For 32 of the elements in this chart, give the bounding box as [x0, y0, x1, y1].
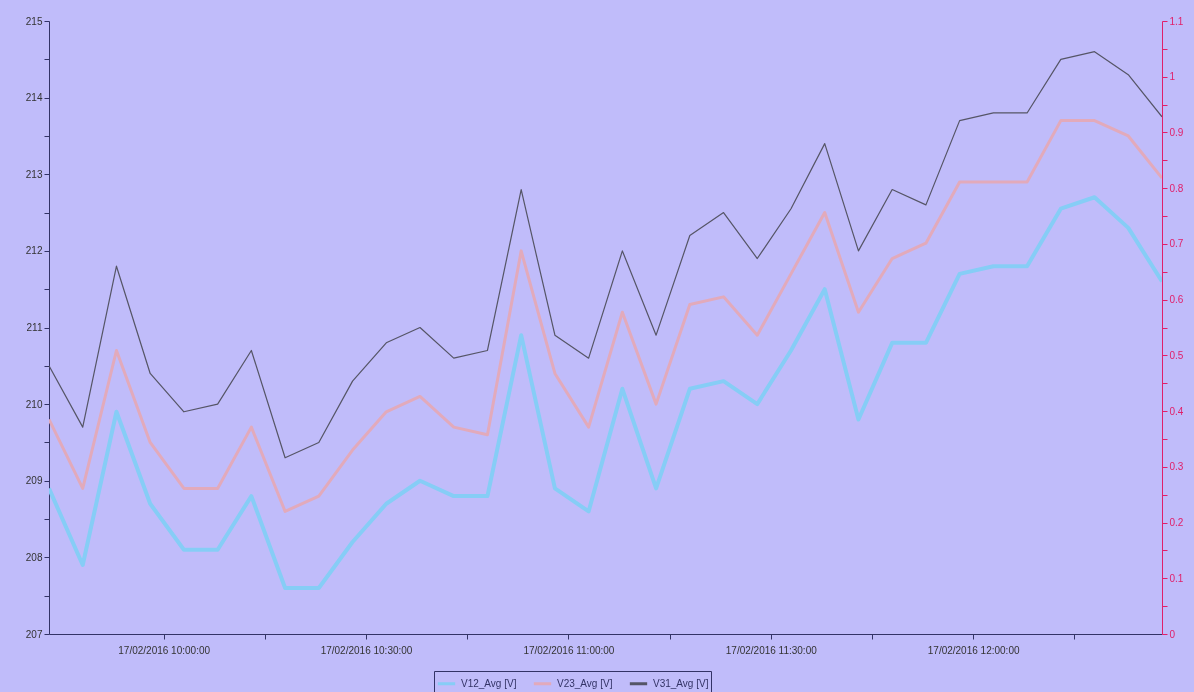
x-tick-label: 17/02/2016 10:30:00	[320, 644, 413, 656]
y2-tick-label: 0.2	[1169, 517, 1184, 529]
y2-tick-label: 0.3	[1169, 461, 1184, 473]
y-tick-label: 209	[25, 475, 43, 487]
y2-tick-label: 0.9	[1169, 126, 1184, 138]
legend-label: V12_Avg [V]	[461, 677, 517, 689]
y2-tick-label: 1.1	[1169, 15, 1184, 27]
y2-tick-label: 0.1	[1169, 572, 1184, 584]
y2-tick-label: 0.4	[1169, 405, 1184, 417]
y2-tick-label: 0.6	[1169, 294, 1184, 306]
y2-tick-label: 1	[1169, 71, 1176, 83]
y2-tick-label: 0.8	[1169, 182, 1184, 194]
y-tick-label: 214	[25, 92, 43, 104]
y-tick-label: 213	[25, 168, 43, 180]
y-tick-label: 210	[25, 398, 43, 410]
x-tick-label: 17/02/2016 10:00:00	[118, 644, 211, 656]
x-tick-label: 17/02/2016 12:00:00	[927, 644, 1020, 656]
x-tick-label: 17/02/2016 11:00:00	[523, 644, 615, 656]
y2-tick-label: 0	[1169, 628, 1176, 640]
y-tick-label: 211	[26, 322, 43, 333]
y2-tick-label: 0.7	[1169, 238, 1184, 250]
legend-label: V23_Avg [V]	[557, 677, 613, 689]
line-series	[49, 51, 1162, 459]
y-tick-label: 208	[25, 551, 43, 563]
y-tick-label: 212	[25, 245, 43, 257]
line-series	[49, 195, 1162, 591]
x-tick-label: 17/02/2016 11:30:00	[725, 644, 818, 656]
y2-tick-label: 0.5	[1169, 349, 1184, 361]
y-tick-label: 207	[25, 628, 43, 640]
line-series	[49, 119, 1162, 513]
legend-label: V31_Avg [V]	[653, 677, 709, 689]
y-tick-label: 215	[25, 15, 43, 27]
